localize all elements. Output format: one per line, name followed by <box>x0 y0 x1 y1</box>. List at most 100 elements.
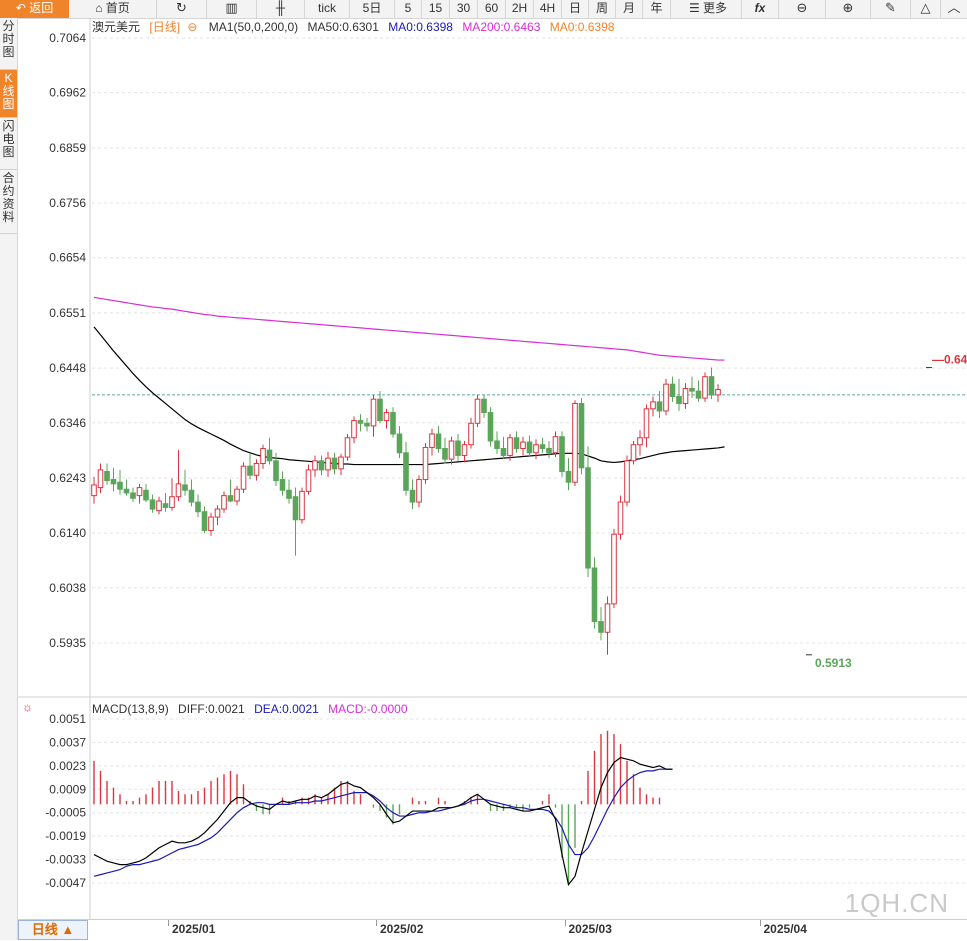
candle <box>364 417 370 432</box>
back-button[interactable]: ↶ 返回 <box>0 0 69 18</box>
tick-button[interactable]: tick <box>305 0 350 18</box>
candle <box>689 376 695 399</box>
period-年[interactable]: 年 <box>643 0 671 18</box>
candle <box>188 479 195 507</box>
candle-body <box>598 621 604 633</box>
period-60[interactable]: 60 <box>478 0 506 18</box>
refresh-button[interactable]: ↻ <box>157 0 207 18</box>
candle <box>546 440 552 459</box>
macd-tick-label: 0.0023 <box>49 759 86 773</box>
candlestick-button[interactable]: ╫ <box>257 0 305 18</box>
candle <box>370 394 377 437</box>
ma0-label: MA0:0.6398 <box>388 20 453 34</box>
candle-body <box>377 398 383 422</box>
candle-body <box>455 440 461 456</box>
candle-body <box>403 452 409 491</box>
bar-chart-button[interactable]: ▥ <box>207 0 257 18</box>
period-周[interactable]: 周 <box>589 0 616 18</box>
period-月[interactable]: 月 <box>616 0 643 18</box>
macd-tick-label: 0.0051 <box>49 712 86 726</box>
candle <box>455 434 461 461</box>
macd-histogram <box>93 730 661 885</box>
candle <box>318 455 325 476</box>
side-tab-2[interactable]: 闪电图 <box>0 118 17 170</box>
candle-body <box>689 387 695 392</box>
side-tab-0[interactable]: 分时图 <box>0 18 17 70</box>
candle-body <box>533 444 539 454</box>
candle-body <box>227 495 234 502</box>
candle-body <box>201 511 208 531</box>
candle <box>539 437 546 453</box>
side-tab-3[interactable]: 合约资料 <box>0 170 17 234</box>
candle-body <box>117 481 123 490</box>
candle-body <box>104 471 110 482</box>
candle <box>630 440 637 465</box>
candle <box>624 455 630 507</box>
candle <box>357 414 364 432</box>
candle-body <box>474 398 481 424</box>
macd-tick-label: 0.0037 <box>49 735 86 749</box>
candle <box>637 430 643 456</box>
candle <box>429 428 435 456</box>
zoom-out-icon: ⊖ <box>796 0 808 15</box>
candle-body <box>318 460 325 471</box>
draw-button[interactable]: ✎ <box>871 0 911 18</box>
candle <box>604 596 611 655</box>
candle <box>461 440 468 463</box>
price-tick-label: 0.6756 <box>49 196 86 210</box>
macd-tick-label: -0.0033 <box>45 853 86 867</box>
period-15[interactable]: 15 <box>422 0 450 18</box>
side-tab-1[interactable]: K线图 <box>0 70 17 118</box>
period-4H[interactable]: 4H <box>534 0 562 18</box>
candle <box>520 436 526 456</box>
formula-button[interactable]: fx <box>742 0 779 18</box>
candle <box>377 391 383 424</box>
zoom-out-button[interactable]: ⊖ <box>779 0 826 18</box>
candle <box>286 479 292 504</box>
home-button[interactable]: ⌂ 首页 <box>69 0 157 18</box>
sun-icon[interactable]: ☼ <box>22 700 33 714</box>
period-日[interactable]: 日 <box>562 0 589 18</box>
candle-body <box>383 412 390 422</box>
settings-icon: ⊖ <box>187 20 197 34</box>
period-2H[interactable]: 2H <box>506 0 534 18</box>
period-30[interactable]: 30 <box>450 0 478 18</box>
candle-body <box>708 376 715 396</box>
candle <box>136 483 143 504</box>
pen-icon: ✎ <box>885 0 896 15</box>
period-select-button[interactable]: 日线 ▲ <box>18 920 88 940</box>
candle <box>422 443 429 484</box>
candle <box>474 394 481 428</box>
bar-chart-icon: ▥ <box>225 0 238 15</box>
candle-body <box>253 462 260 476</box>
candle-body <box>429 433 435 448</box>
candle-body <box>585 467 591 569</box>
candle-body <box>396 433 403 454</box>
candle <box>247 453 253 480</box>
candle-body <box>546 447 552 454</box>
candle <box>175 450 182 501</box>
candle <box>565 458 572 491</box>
date-tick <box>759 920 761 926</box>
macd-value-label: MACD:-0.0000 <box>328 702 408 716</box>
candle-body <box>143 489 149 501</box>
date-tick <box>168 920 169 926</box>
candle <box>156 496 162 515</box>
zoom-in-button[interactable]: ⊕ <box>826 0 871 18</box>
dea-label: DEA:0.0021 <box>254 702 319 716</box>
candle-body <box>656 401 663 412</box>
candle-body <box>695 390 702 399</box>
candle <box>442 437 448 464</box>
collapse-button[interactable]: ︿ <box>941 0 967 18</box>
low-label: 0.5913 <box>815 656 852 670</box>
period-5[interactable]: 5 <box>395 0 422 18</box>
shape-button[interactable]: △ <box>911 0 941 18</box>
period-5日[interactable]: 5日 <box>350 0 395 18</box>
top-toolbar: ↶ 返回 ⌂ 首页 ↻ ▥ ╫ tick 5日 5 15 30 60 2H 4H 日周月年 ☰… <box>0 0 967 19</box>
candle-body <box>351 420 357 439</box>
more-button[interactable]: ☰ 更多 <box>675 0 742 18</box>
candle <box>487 407 494 447</box>
candle <box>208 512 214 536</box>
candle <box>611 528 617 609</box>
candle-body <box>526 441 533 454</box>
